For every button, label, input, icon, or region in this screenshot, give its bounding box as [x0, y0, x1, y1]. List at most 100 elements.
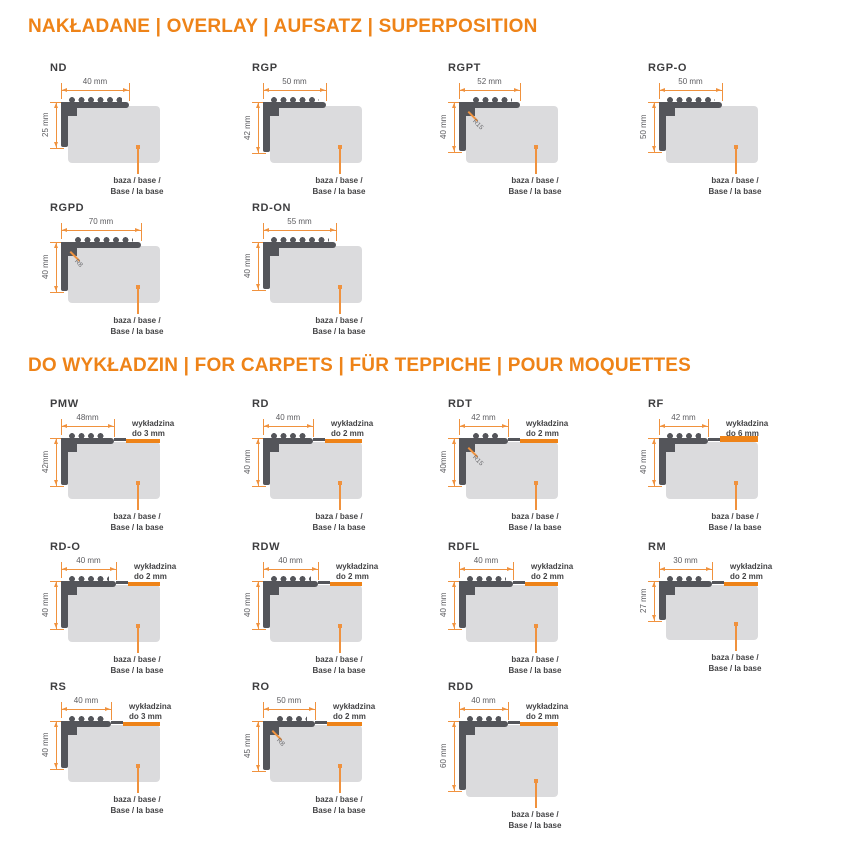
carpet-strip	[327, 722, 362, 726]
width-dimension-arrow-left	[660, 424, 665, 428]
profile-tail	[111, 721, 123, 724]
width-dimension-label: 40 mm	[471, 696, 496, 705]
carpet-label-line2: do 2 mm	[526, 712, 559, 721]
profile-ridges	[473, 97, 512, 103]
height-dimension-arrow-bottom	[54, 763, 58, 768]
base-label: baza / base / Base / la base	[675, 653, 795, 674]
height-dimension-arrow-top	[452, 722, 456, 727]
height-dimension-arrow-bottom	[256, 284, 260, 289]
height-dimension-label: 42 mm	[243, 115, 252, 140]
profile-ridges	[667, 97, 715, 103]
profile-leg	[263, 581, 270, 628]
base-leader-line	[137, 626, 139, 653]
profile-ridges	[271, 576, 311, 582]
height-dimension-arrow-bottom	[256, 480, 260, 485]
width-dimension-label: 42 mm	[671, 413, 696, 422]
width-dimension-line	[61, 569, 116, 570]
base-label-line2: Base / la base	[312, 522, 366, 532]
height-dimension-line	[454, 581, 455, 629]
height-dimension-label: 40 mm	[243, 449, 252, 475]
height-dimension-tick-bottom	[50, 629, 64, 630]
profile-ridges	[467, 576, 506, 582]
width-dimension-label: 40 mm	[73, 696, 99, 705]
width-dimension-tick-right	[326, 83, 327, 101]
profile-ridges	[69, 433, 107, 439]
width-dimension-label: 40 mm	[82, 77, 108, 86]
profile-card: PMW 48mm 42mm wykładzina do 3 mm baza / base …	[41, 398, 248, 541]
height-dimension-arrow-bottom	[652, 146, 656, 151]
height-dimension-label: 40mm	[439, 450, 448, 474]
height-dimension-line	[56, 438, 57, 486]
height-dimension-tick-bottom	[448, 152, 462, 153]
base-shape	[466, 725, 558, 797]
profile-ridges	[667, 433, 701, 439]
base-label-line1: baza / base /	[711, 512, 759, 521]
base-label-line2: Base / la base	[708, 186, 762, 196]
profile-tail	[508, 438, 520, 441]
height-dimension-line	[56, 581, 57, 629]
height-dimension-tick-top	[50, 581, 64, 582]
height-dimension-tick-bottom	[648, 152, 662, 153]
width-dimension-tick-right	[129, 83, 130, 101]
base-label: baza / base / Base / la base	[475, 810, 595, 831]
profile-tail	[712, 581, 724, 584]
carpet-label: wykładzina do 3 mm	[129, 702, 171, 722]
carpet-label-line2: do 2 mm	[730, 572, 763, 581]
width-dimension-arrow-left	[264, 88, 269, 92]
base-label-line1: baza / base /	[711, 653, 759, 662]
base-shape	[666, 442, 758, 499]
width-dimension-tick-right	[508, 702, 509, 720]
height-dimension-tick-top	[252, 581, 266, 582]
base-label: baza / base / Base / la base	[279, 316, 399, 337]
profile-card: RM 30 mm 27 mm wykładzina do 2 mm baza / base…	[639, 541, 846, 684]
base-label-line1: baza / base /	[511, 512, 559, 521]
height-dimension-arrow-bottom	[256, 623, 260, 628]
base-label-line1: baza / base /	[511, 810, 559, 819]
base-shape	[666, 106, 758, 163]
width-dimension-line	[263, 426, 313, 427]
width-dimension-arrow-left	[460, 88, 465, 92]
base-label: baza / base / Base / la base	[675, 512, 795, 533]
base-label: baza / base / Base / la base	[279, 512, 399, 533]
profile-name: RS	[50, 681, 67, 693]
height-dimension-line	[258, 581, 259, 629]
base-label: baza / base / Base / la base	[475, 655, 595, 676]
width-dimension-label: 55 mm	[287, 217, 312, 226]
width-dimension-line	[263, 90, 326, 91]
profile-tail	[315, 721, 327, 724]
width-dimension-arrow-right	[108, 424, 113, 428]
height-dimension-arrow-top	[452, 582, 456, 587]
width-dimension-arrow-right	[320, 88, 325, 92]
profile-arm	[263, 102, 326, 108]
height-dimension-line	[258, 242, 259, 290]
carpet-label-line1: wykładzina	[526, 419, 569, 428]
height-dimension-tick-top	[50, 438, 64, 439]
height-dimension-arrow-top	[256, 582, 260, 587]
height-dimension-label: 40 mm	[41, 592, 50, 618]
height-dimension-tick-top	[50, 721, 64, 722]
height-dimension-tick-bottom	[252, 153, 266, 154]
base-label-line1: baza / base /	[315, 512, 363, 521]
base-shape	[68, 106, 160, 163]
profile-leg	[459, 438, 466, 485]
width-dimension-arrow-right	[502, 707, 507, 711]
width-dimension-tick-left	[459, 419, 460, 435]
height-dimension-label: 40 mm	[41, 254, 50, 280]
height-dimension-arrow-bottom	[54, 480, 58, 485]
base-shape	[466, 585, 558, 642]
base-leader-line	[339, 147, 341, 174]
base-label: baza / base / Base / la base	[279, 655, 399, 676]
profile-arm	[61, 721, 111, 727]
profile-card: RDD 40 mm 60 mm wykładzina do 2 mm baza / bas…	[439, 681, 646, 830]
width-dimension-arrow-right	[123, 88, 128, 92]
base-label-line1: baza / base /	[113, 795, 161, 804]
width-dimension-arrow-left	[264, 228, 269, 232]
profile-ridges	[271, 237, 329, 243]
width-dimension-tick-left	[263, 83, 264, 99]
profile-name: RGP-O	[648, 62, 688, 74]
profile-arm	[459, 438, 508, 444]
width-dimension-arrow-left	[62, 707, 67, 711]
base-label: baza / base / Base / la base	[77, 176, 197, 197]
carpet-label-line2: do 3 mm	[132, 429, 165, 438]
